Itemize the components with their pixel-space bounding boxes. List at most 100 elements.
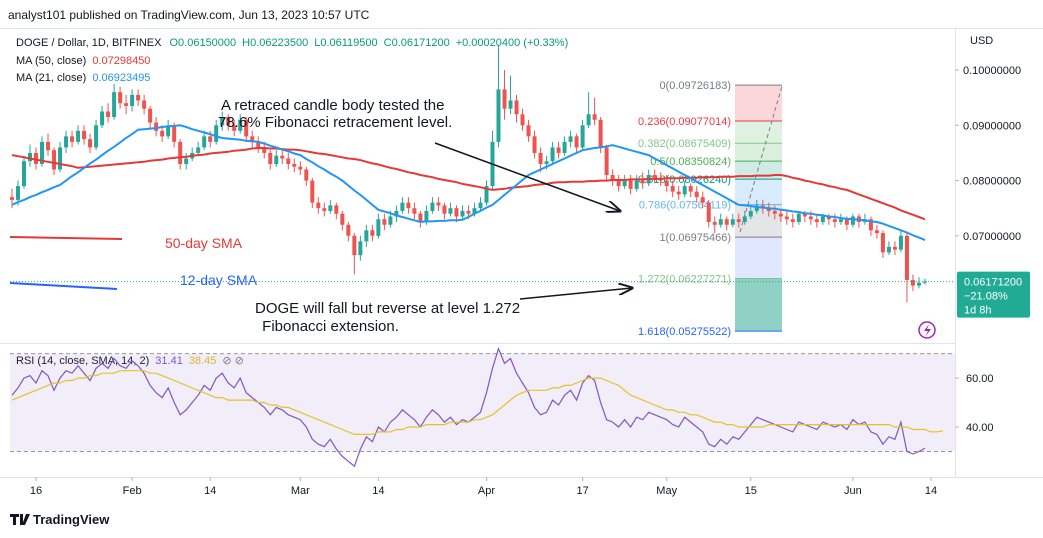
candle-body xyxy=(730,219,735,225)
candle-body xyxy=(400,202,405,211)
candle-body xyxy=(472,208,477,214)
ma50-legend: MA (50, close) 0.07298450 xyxy=(16,55,150,67)
candle-body xyxy=(106,111,111,118)
rsi-band xyxy=(10,353,955,452)
candle-body xyxy=(784,216,789,220)
candle-body xyxy=(334,205,339,214)
fib-zone xyxy=(735,278,782,332)
candle-body xyxy=(676,191,681,195)
candle-body xyxy=(226,117,231,126)
candle-body xyxy=(166,125,171,137)
candle-body xyxy=(694,191,699,198)
candle-body xyxy=(772,210,777,214)
candle-body xyxy=(100,111,105,126)
candle-body xyxy=(358,241,363,256)
arrow xyxy=(519,288,632,300)
candle-body xyxy=(70,136,75,142)
rsi-tick-label: 40.00 xyxy=(966,422,994,434)
candle-body xyxy=(9,197,14,200)
close-label: C0.06171200 xyxy=(384,37,450,49)
y-tick-label: 0.08000000 xyxy=(963,176,1021,188)
rsi-title: RSI (14, close, SMA, 14, 2) xyxy=(16,355,149,367)
candle-body xyxy=(382,219,387,225)
candle-body xyxy=(274,155,279,164)
candle-body xyxy=(550,147,555,162)
ma21-name: MA (21, close) xyxy=(16,72,86,84)
fib-label: 1.618(0.05275522) xyxy=(638,326,731,338)
candle-body xyxy=(208,136,213,142)
candle-body xyxy=(130,94,135,106)
candle-body xyxy=(304,169,309,181)
candle-body xyxy=(376,219,381,236)
top-border xyxy=(0,28,1043,29)
change-label: +0.00020400 (+0.33%) xyxy=(456,37,569,49)
fib-label: 0.382(0.08675409) xyxy=(638,138,731,150)
last-price-label: 1d 8h xyxy=(964,305,992,317)
candle-body xyxy=(214,125,219,142)
candle-body xyxy=(124,103,129,106)
icons: ⊘ ⊘ xyxy=(222,355,244,367)
candle-body xyxy=(220,117,225,126)
candle-body xyxy=(844,219,849,225)
price-layer xyxy=(9,45,927,303)
symbol-legend: DOGE / Dollar, 1D, BITFINEX O0.06150000 H0… xyxy=(16,37,568,49)
ma50-name: MA (50, close) xyxy=(16,55,86,67)
candle-body xyxy=(406,202,411,209)
candle-body xyxy=(364,230,369,242)
open-label: O0.06150000 xyxy=(169,37,236,49)
candle-body xyxy=(250,136,255,142)
candle-body xyxy=(178,141,183,164)
y-tick-label: 0.10000000 xyxy=(963,65,1021,77)
fib-label: 1(0.06975466) xyxy=(659,232,731,244)
candle-body xyxy=(292,163,297,167)
fib-layer: 0(0.09726183) 0.236(0.09077014) 0.382(0.08… xyxy=(638,80,782,338)
candle-body xyxy=(262,147,267,153)
candle-body xyxy=(484,186,489,203)
ma50-value: 0.07298450 xyxy=(92,55,150,67)
candle-body xyxy=(616,180,621,187)
last-price-label: −21.08% xyxy=(964,291,1008,303)
candle-body xyxy=(40,141,45,164)
candle-body xyxy=(88,139,93,148)
fib-label: 0.786(0.07564119) xyxy=(639,200,731,212)
time-axis-border xyxy=(0,477,1043,478)
candle-body xyxy=(280,155,285,159)
sma-swatch xyxy=(9,282,118,290)
candle-body xyxy=(244,119,249,137)
candle-body xyxy=(352,235,357,256)
ma21-legend: MA (21, close) 0.06923495 xyxy=(16,72,150,84)
rsi-ma-value: 38.45 xyxy=(189,355,217,367)
candle-body xyxy=(724,219,729,225)
pane-separator xyxy=(0,343,955,344)
x-tick-label: 14 xyxy=(204,485,216,497)
annotation: DOGE will fall but reverse at level 1.27… xyxy=(255,300,520,317)
fib-label: 0.236(0.09077014) xyxy=(638,116,731,128)
candle-body xyxy=(736,219,741,222)
brand: TradingView xyxy=(33,512,110,527)
candle-body xyxy=(802,213,807,217)
annotation: Fibonacci extension. xyxy=(258,318,399,335)
brand-logo xyxy=(10,514,30,525)
candle-body xyxy=(610,175,615,181)
candle-body xyxy=(622,180,627,187)
candle-body xyxy=(148,108,153,123)
candle-body xyxy=(298,166,303,170)
last-price-label: 0.06171200 xyxy=(964,277,1022,289)
candle-body xyxy=(850,216,855,225)
candle-body xyxy=(418,213,423,222)
candle-body xyxy=(424,210,429,222)
candle-body xyxy=(232,125,237,131)
candle-body xyxy=(826,216,831,220)
candle-body xyxy=(502,89,507,109)
candle-body xyxy=(322,208,327,211)
candle-body xyxy=(196,147,201,153)
candle-body xyxy=(388,216,393,225)
candle-body xyxy=(652,175,657,178)
candle-body xyxy=(436,202,441,206)
rsi-tick-label: 60.00 xyxy=(966,373,994,385)
candle-body xyxy=(598,119,603,148)
annotation: A retraced candle body tested the xyxy=(221,97,444,114)
candle-body xyxy=(15,186,20,200)
candle-body xyxy=(796,213,801,222)
